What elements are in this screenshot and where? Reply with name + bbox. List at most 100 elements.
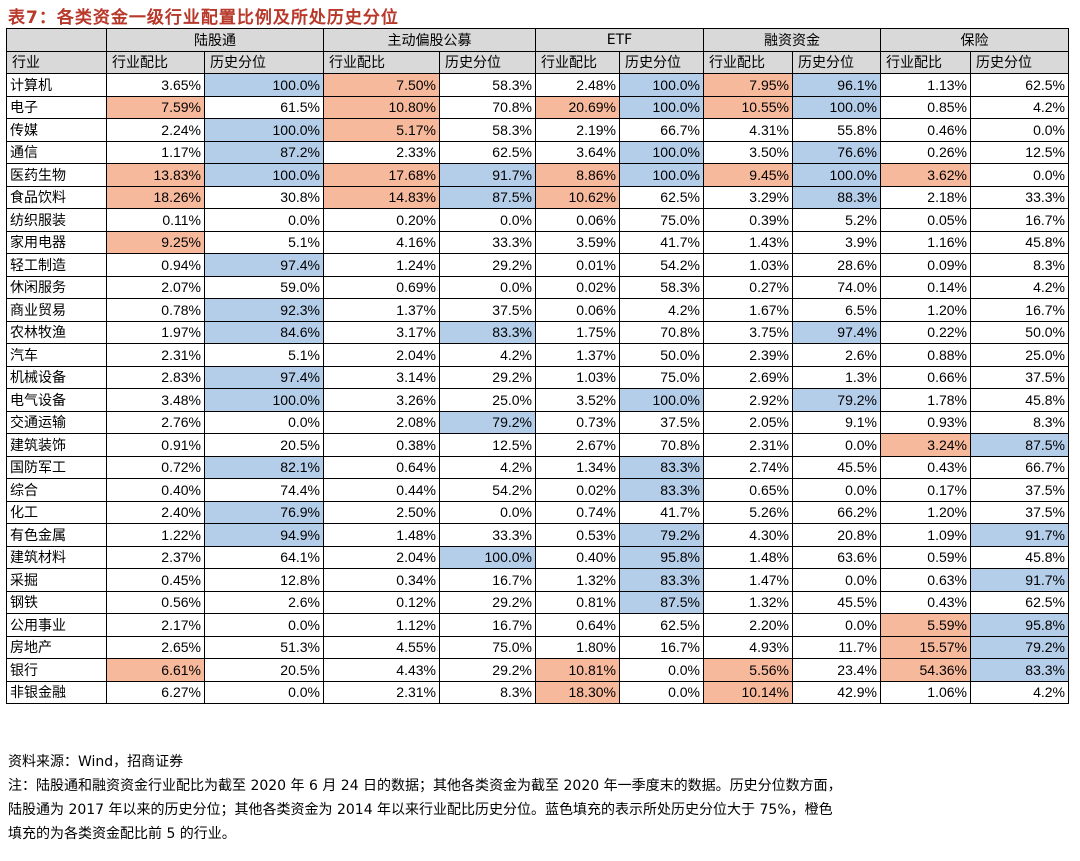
percentile-cell: 45.8% bbox=[970, 388, 1069, 412]
weight-cell: 0.45% bbox=[106, 568, 205, 592]
percentile-cell: 4.2% bbox=[439, 343, 536, 367]
weight-cell: 7.95% bbox=[703, 73, 793, 97]
weight-cell: 3.50% bbox=[703, 140, 793, 164]
percentile-cell: 91.7% bbox=[970, 523, 1069, 547]
percentile-cell: 50.0% bbox=[970, 320, 1069, 344]
weight-cell: 1.20% bbox=[880, 500, 971, 524]
weight-cell: 1.03% bbox=[703, 253, 793, 277]
percentile-cell: 0.0% bbox=[619, 658, 704, 682]
weight-cell: 3.62% bbox=[880, 163, 971, 187]
weight-cell: 0.09% bbox=[880, 253, 971, 277]
percentile-cell: 61.5% bbox=[204, 95, 324, 119]
industry-name-cell: 计算机 bbox=[6, 73, 107, 97]
weight-cell: 3.64% bbox=[535, 140, 620, 164]
corner-cell bbox=[6, 28, 107, 52]
percentile-cell: 9.1% bbox=[792, 410, 881, 434]
industry-name-cell: 化工 bbox=[6, 500, 107, 524]
weight-cell: 0.02% bbox=[535, 275, 620, 299]
weight-cell: 1.48% bbox=[323, 523, 440, 547]
percentile-cell: 37.5% bbox=[970, 365, 1069, 389]
percentile-cell: 11.7% bbox=[792, 635, 881, 659]
table-row: 国防军工 0.72% 82.1% 0.64% 4.2% 1.34% 83.3% 2.74% 45… bbox=[6, 455, 1069, 479]
weight-cell: 1.03% bbox=[535, 365, 620, 389]
percentile-cell: 8.3% bbox=[970, 253, 1069, 277]
industry-name-cell: 食品饮料 bbox=[6, 185, 107, 209]
industry-name-cell: 机械设备 bbox=[6, 365, 107, 389]
group-header-lugutong: 陆股通 bbox=[106, 28, 324, 52]
percentile-cell: 76.6% bbox=[792, 140, 881, 164]
weight-cell: 0.43% bbox=[880, 455, 971, 479]
percentile-cell: 45.5% bbox=[792, 590, 881, 614]
industry-name-cell: 钢铁 bbox=[6, 590, 107, 614]
table-row: 银行 6.61% 20.5% 4.43% 29.2% 10.81% 0.0% 5.56% 23.… bbox=[6, 658, 1069, 682]
percentile-cell: 76.9% bbox=[204, 500, 324, 524]
percentile-cell: 2.6% bbox=[204, 590, 324, 614]
weight-cell: 0.88% bbox=[880, 343, 971, 367]
percentile-cell: 100.0% bbox=[619, 95, 704, 119]
percentile-cell: 100.0% bbox=[204, 118, 324, 142]
industry-name-cell: 商业贸易 bbox=[6, 298, 107, 322]
percentile-cell: 92.3% bbox=[204, 298, 324, 322]
weight-cell: 0.22% bbox=[880, 320, 971, 344]
note-line-2: 陆股通为 2017 年以来的历史分位；其他各类资金为 2014 年以来行业配比历… bbox=[8, 802, 833, 818]
weight-cell: 1.16% bbox=[880, 230, 971, 254]
percentile-cell: 4.2% bbox=[970, 275, 1069, 299]
weight-cell: 0.65% bbox=[703, 478, 793, 502]
percentile-cell: 8.3% bbox=[970, 410, 1069, 434]
percentile-cell: 100.0% bbox=[619, 73, 704, 97]
weight-cell: 0.43% bbox=[880, 590, 971, 614]
weight-cell: 2.67% bbox=[535, 433, 620, 457]
industry-name-cell: 家用电器 bbox=[6, 230, 107, 254]
weight-cell: 2.39% bbox=[703, 343, 793, 367]
percentile-cell: 20.5% bbox=[204, 658, 324, 682]
weight-cell: 1.48% bbox=[703, 545, 793, 569]
industry-name-cell: 电气设备 bbox=[6, 388, 107, 412]
percentile-cell: 70.8% bbox=[619, 320, 704, 344]
weight-cell: 15.57% bbox=[880, 635, 971, 659]
percentile-cell: 0.0% bbox=[792, 568, 881, 592]
weight-cell: 0.74% bbox=[535, 500, 620, 524]
weight-cell: 0.40% bbox=[106, 478, 205, 502]
percentile-cell: 33.3% bbox=[439, 523, 536, 547]
weight-cell: 0.73% bbox=[535, 410, 620, 434]
weight-cell: 10.80% bbox=[323, 95, 440, 119]
weight-cell: 1.32% bbox=[535, 568, 620, 592]
percentile-cell: 4.2% bbox=[970, 680, 1069, 704]
sub-header-weight: 行业配比 bbox=[323, 50, 440, 74]
weight-cell: 2.50% bbox=[323, 500, 440, 524]
table-row: 食品饮料 18.26% 30.8% 14.83% 87.5% 10.62% 62.5% 3.2… bbox=[6, 185, 1069, 209]
percentile-cell: 37.5% bbox=[970, 500, 1069, 524]
percentile-cell: 62.5% bbox=[619, 613, 704, 637]
group-header-margin: 融资资金 bbox=[703, 28, 881, 52]
percentile-cell: 100.0% bbox=[619, 163, 704, 187]
percentile-cell: 5.1% bbox=[204, 230, 324, 254]
percentile-cell: 33.3% bbox=[439, 230, 536, 254]
percentile-cell: 0.0% bbox=[619, 680, 704, 704]
percentile-cell: 87.5% bbox=[970, 433, 1069, 457]
industry-header: 行业 bbox=[6, 50, 107, 74]
percentile-cell: 12.5% bbox=[439, 433, 536, 457]
percentile-cell: 0.0% bbox=[439, 275, 536, 299]
group-header-active-fund: 主动偏股公募 bbox=[323, 28, 536, 52]
weight-cell: 1.75% bbox=[535, 320, 620, 344]
weight-cell: 0.63% bbox=[880, 568, 971, 592]
weight-cell: 7.50% bbox=[323, 73, 440, 97]
percentile-cell: 0.0% bbox=[204, 410, 324, 434]
table-row: 商业贸易 0.78% 92.3% 1.37% 37.5% 0.06% 4.2% 1.67% 6.… bbox=[6, 298, 1069, 322]
percentile-cell: 37.5% bbox=[439, 298, 536, 322]
table-row: 农林牧渔 1.97% 84.6% 3.17% 83.3% 1.75% 70.8% 3.75% 9… bbox=[6, 320, 1069, 344]
table-title: 表7：各类资金一级行业配置比例及所处历史分位 bbox=[8, 8, 399, 28]
weight-cell: 2.07% bbox=[106, 275, 205, 299]
table-row: 交通运输 2.76% 0.0% 2.08% 79.2% 0.73% 37.5% 2.05% 9.… bbox=[6, 410, 1069, 434]
weight-cell: 3.65% bbox=[106, 73, 205, 97]
weight-cell: 1.24% bbox=[323, 253, 440, 277]
table-row: 化工 2.40% 76.9% 2.50% 0.0% 0.74% 41.7% 5.26% 66.2… bbox=[6, 500, 1069, 524]
weight-cell: 2.69% bbox=[703, 365, 793, 389]
weight-cell: 0.93% bbox=[880, 410, 971, 434]
weight-cell: 5.59% bbox=[880, 613, 971, 637]
weight-cell: 9.25% bbox=[106, 230, 205, 254]
percentile-cell: 20.5% bbox=[204, 433, 324, 457]
group-header-insurance: 保险 bbox=[880, 28, 1069, 52]
industry-name-cell: 房地产 bbox=[6, 635, 107, 659]
percentile-cell: 29.2% bbox=[439, 365, 536, 389]
